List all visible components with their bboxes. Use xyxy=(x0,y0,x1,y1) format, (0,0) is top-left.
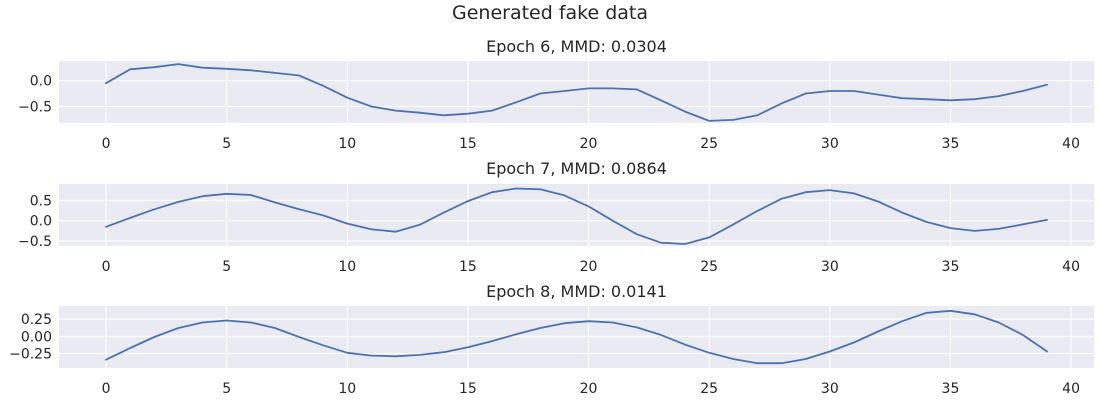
subplot-title: Epoch 7, MMD: 0.0864 xyxy=(486,159,667,178)
x-tick-label: 30 xyxy=(821,381,839,397)
x-tick-label: 5 xyxy=(222,136,231,152)
series-line xyxy=(105,187,1048,245)
x-tick-label: 0 xyxy=(102,381,111,397)
y-tick-label: 0.00 xyxy=(21,329,52,345)
y-tick-label: −0.5 xyxy=(18,234,52,250)
y-tick-label: −0.25 xyxy=(9,347,52,363)
series-line xyxy=(105,63,1048,122)
x-tick-label: 5 xyxy=(222,381,231,397)
series-line xyxy=(105,309,1048,365)
subplot-stack: 0 5 10 15 20 25 30 35 40 0.0 −0.5 Epoch 6, MMD: 0.0… xyxy=(9,37,1094,397)
x-tick-label: 40 xyxy=(1062,259,1080,275)
x-tick-label: 15 xyxy=(459,136,477,152)
y-tick-label: 0.0 xyxy=(30,214,52,230)
x-tick-label: 25 xyxy=(700,136,718,152)
y-tick-label: 0.25 xyxy=(21,312,52,328)
subplot-epoch-8: 0 5 10 15 20 25 30 35 40 0.250.00 −0.25 Epoch 8, MM… xyxy=(9,282,1094,397)
subplot-title: Epoch 6, MMD: 0.0304 xyxy=(486,37,667,56)
y-tick-label: 0.5 xyxy=(30,193,52,209)
x-tick-label: 0 xyxy=(102,259,111,275)
y-tick-label: 0.0 xyxy=(30,74,52,90)
x-tick-label: 40 xyxy=(1062,381,1080,397)
x-tick-label: 35 xyxy=(942,136,960,152)
x-tick-label: 20 xyxy=(580,259,598,275)
subplot-epoch-6: 0 5 10 15 20 25 30 35 40 0.0 −0.5 Epoch 6, MMD: 0.0… xyxy=(18,37,1094,152)
x-tick-label: 25 xyxy=(700,381,718,397)
x-tick-label: 15 xyxy=(459,381,477,397)
x-tick-label: 20 xyxy=(580,381,598,397)
figure-suptitle: Generated fake data xyxy=(452,2,648,24)
x-tick-label: 10 xyxy=(338,136,356,152)
plot-area xyxy=(59,61,1094,123)
x-tick-label: 25 xyxy=(700,259,718,275)
x-tick-label: 35 xyxy=(942,259,960,275)
x-tick-label: 30 xyxy=(821,259,839,275)
x-tick-label: 10 xyxy=(338,259,356,275)
x-tick-label: 5 xyxy=(222,259,231,275)
x-tick-label: 40 xyxy=(1062,136,1080,152)
subplot-title: Epoch 8, MMD: 0.0141 xyxy=(486,282,667,301)
plot-area xyxy=(59,306,1094,368)
x-tick-label: 30 xyxy=(821,136,839,152)
x-tick-label: 15 xyxy=(459,259,477,275)
x-tick-label: 0 xyxy=(102,136,111,152)
x-tick-label: 10 xyxy=(338,381,356,397)
y-tick-label: −0.5 xyxy=(18,99,52,115)
plot-area xyxy=(59,184,1094,246)
x-tick-label: 35 xyxy=(942,381,960,397)
subplot-epoch-7: 0 5 10 15 20 25 30 35 40 0.5 0.0 −0.5 Epoch 7, MMD: … xyxy=(18,159,1094,275)
x-tick-label: 20 xyxy=(580,136,598,152)
